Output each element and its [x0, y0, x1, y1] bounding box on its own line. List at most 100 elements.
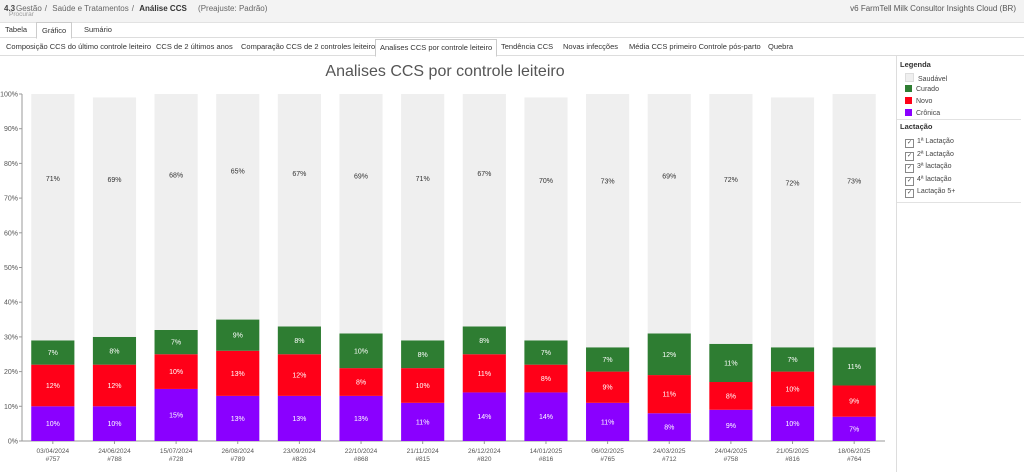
legend-label: Crônica — [916, 110, 941, 117]
data-label: 8% — [356, 380, 366, 387]
bar-segment — [92, 364, 137, 407]
bar-segment — [709, 343, 753, 383]
bar-segment — [586, 371, 630, 403]
lactation-checkbox-1[interactable]: ✓ 1ª Lactação — [905, 136, 954, 148]
bar-segment — [647, 413, 691, 441]
bar-segment — [647, 375, 691, 414]
data-label: 10% — [354, 348, 368, 355]
data-label: 9% — [233, 333, 243, 340]
legend-item-saudavel[interactable]: Saudável — [905, 73, 947, 83]
data-label: 10% — [786, 421, 800, 428]
bar-segment — [154, 94, 198, 330]
breadcrumb-saude[interactable]: Saúde e Tratamentos — [52, 4, 129, 13]
tab-composicao-ccs[interactable]: Composição CCS do último controle leitei… — [6, 42, 152, 51]
search-input[interactable]: Procurar — [9, 11, 34, 18]
y-tick-label: 0% — [8, 439, 18, 446]
bar-segment — [524, 97, 568, 341]
tab-comparacao-ccs[interactable]: Comparação CCS de 2 controles leiteiros — [241, 42, 379, 51]
breadcrumb-separator: / — [131, 4, 134, 13]
lactation-checkbox-5plus[interactable]: ✓ Lactação 5+ — [905, 186, 955, 198]
check-icon[interactable]: ✓ — [905, 189, 914, 198]
lactation-checkbox-3[interactable]: ✓ 3ª lactação — [905, 161, 952, 173]
bar-segment — [524, 340, 568, 365]
tab-ccs-2-anos[interactable]: CCS de 2 últimos anos — [156, 42, 233, 51]
lactation-label: 3ª lactação — [917, 163, 952, 170]
bar-segment — [92, 406, 137, 441]
stacked-bar-chart: 0% 10% 20% 30% 40% 50% 60% 70% 80% 90% 100% 10% 12% 7… — [0, 92, 885, 463]
breadcrumb-separator: / — [44, 4, 48, 13]
legend-item-cronica[interactable]: Crônica — [905, 109, 940, 119]
y-tick-label: 70% — [4, 196, 18, 203]
lactation-label: 4ª lactação — [917, 176, 952, 183]
check-icon[interactable]: ✓ — [905, 139, 914, 148]
legend-item-novo[interactable]: Novo — [905, 97, 932, 107]
preset-label[interactable]: (Preajuste: Padrão) — [198, 4, 268, 13]
x-tick-label-count: #758 — [724, 456, 739, 463]
check-icon[interactable]: ✓ — [905, 152, 914, 161]
bar-segment — [31, 94, 75, 341]
check-icon[interactable]: ✓ — [905, 164, 914, 173]
data-label: 11% — [724, 360, 738, 367]
bar-segment — [524, 364, 568, 393]
breadcrumb-gestao[interactable]: Gestão — [16, 4, 42, 13]
bar-segment — [277, 326, 321, 355]
data-label: 71% — [416, 176, 430, 183]
tab-analises-ccs[interactable]: Analises CCS por controle leiteiro — [375, 39, 498, 57]
data-label: 10% — [786, 386, 800, 393]
data-label: 8% — [541, 376, 551, 383]
tab-media-ccs[interactable]: Média CCS primeiro Controle pós-parto — [629, 42, 761, 51]
x-tick-label-count: #764 — [847, 456, 862, 463]
bar-segment — [462, 354, 506, 393]
bar-segment — [31, 364, 75, 407]
x-tick-label-date: 22/10/2024 — [345, 448, 378, 455]
x-tick-label-date: 23/09/2024 — [283, 448, 316, 455]
data-label: 69% — [354, 174, 368, 181]
bar-segment — [339, 333, 383, 369]
bar-segment — [339, 94, 383, 334]
tab-tendencia-ccs[interactable]: Tendência CCS — [501, 42, 554, 51]
data-label: 12% — [46, 383, 60, 390]
data-label: 67% — [477, 171, 491, 178]
bar-segment — [647, 333, 691, 376]
lactation-checkbox-4[interactable]: ✓ 4ª lactação — [905, 174, 952, 186]
x-tick-label-count: #868 — [354, 456, 369, 463]
legend-swatch — [905, 85, 912, 92]
bar-segment — [401, 94, 445, 341]
bar-segment — [462, 94, 506, 327]
lactation-title: Lactação — [900, 122, 933, 131]
tab-novas-infeccoes[interactable]: Novas infecções — [563, 42, 619, 51]
bar-segment — [216, 395, 260, 441]
data-label: 73% — [847, 178, 861, 185]
x-tick-label-count: #826 — [292, 456, 307, 463]
x-tick-label-date: 24/04/2025 — [715, 448, 748, 455]
data-label: 10% — [169, 369, 183, 376]
data-label: 12% — [292, 373, 306, 380]
check-icon[interactable]: ✓ — [905, 177, 914, 186]
data-label: 15% — [169, 412, 183, 419]
x-tick-label-date: 15/07/2024 — [160, 448, 193, 455]
bar-segment — [770, 371, 815, 407]
bar-segment — [401, 340, 445, 369]
legend-item-curado[interactable]: Curado — [905, 85, 939, 95]
data-label: 8% — [418, 352, 428, 359]
bar-segment — [401, 368, 445, 403]
x-tick-label-date: 03/04/2024 — [37, 448, 70, 455]
data-label: 72% — [786, 181, 800, 188]
bar-segment — [709, 382, 753, 410]
tab-grafico[interactable]: Gráfico — [36, 22, 73, 39]
data-label: 8% — [664, 425, 674, 432]
data-label: 10% — [416, 383, 430, 390]
bar-segment — [92, 97, 137, 337]
x-tick-label-count: #816 — [539, 456, 554, 463]
app-version: 4.3 — [4, 4, 16, 13]
data-label: 14% — [477, 414, 491, 421]
bar-segment — [462, 326, 506, 355]
tab-tabela[interactable]: Tabela — [5, 25, 28, 34]
bar-segment — [154, 354, 198, 389]
tab-quebra[interactable]: Quebra — [768, 42, 794, 51]
y-tick-label: 60% — [4, 230, 18, 237]
tab-sumario[interactable]: Sumário — [84, 25, 112, 34]
bar-segment — [92, 336, 137, 365]
bar-segment — [524, 392, 568, 441]
lactation-checkbox-2[interactable]: ✓ 2ª Lactação — [905, 149, 954, 161]
